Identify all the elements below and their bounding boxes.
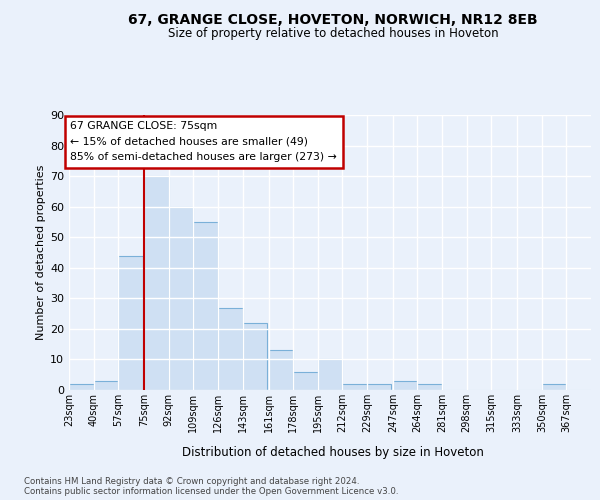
Text: 67 GRANGE CLOSE: 75sqm
← 15% of detached houses are smaller (49)
85% of semi-det: 67 GRANGE CLOSE: 75sqm ← 15% of detached… [70, 121, 337, 162]
Bar [242, 323, 267, 390]
Bar [169, 206, 193, 390]
Bar [367, 384, 391, 390]
Text: Contains public sector information licensed under the Open Government Licence v3: Contains public sector information licen… [24, 486, 398, 496]
Bar [69, 384, 94, 390]
Bar [318, 360, 342, 390]
Bar [218, 308, 242, 390]
Bar [144, 176, 169, 390]
Bar [269, 350, 293, 390]
Bar [94, 381, 118, 390]
Text: Distribution of detached houses by size in Hoveton: Distribution of detached houses by size … [182, 446, 484, 459]
Bar [342, 384, 367, 390]
Text: Size of property relative to detached houses in Hoveton: Size of property relative to detached ho… [167, 28, 499, 40]
Bar [118, 256, 143, 390]
Bar [193, 222, 218, 390]
Bar [542, 384, 566, 390]
Text: 67, GRANGE CLOSE, HOVETON, NORWICH, NR12 8EB: 67, GRANGE CLOSE, HOVETON, NORWICH, NR12… [128, 12, 538, 26]
Bar [418, 384, 442, 390]
Text: Contains HM Land Registry data © Crown copyright and database right 2024.: Contains HM Land Registry data © Crown c… [24, 476, 359, 486]
Bar [393, 381, 418, 390]
Bar [293, 372, 318, 390]
Y-axis label: Number of detached properties: Number of detached properties [36, 165, 46, 340]
